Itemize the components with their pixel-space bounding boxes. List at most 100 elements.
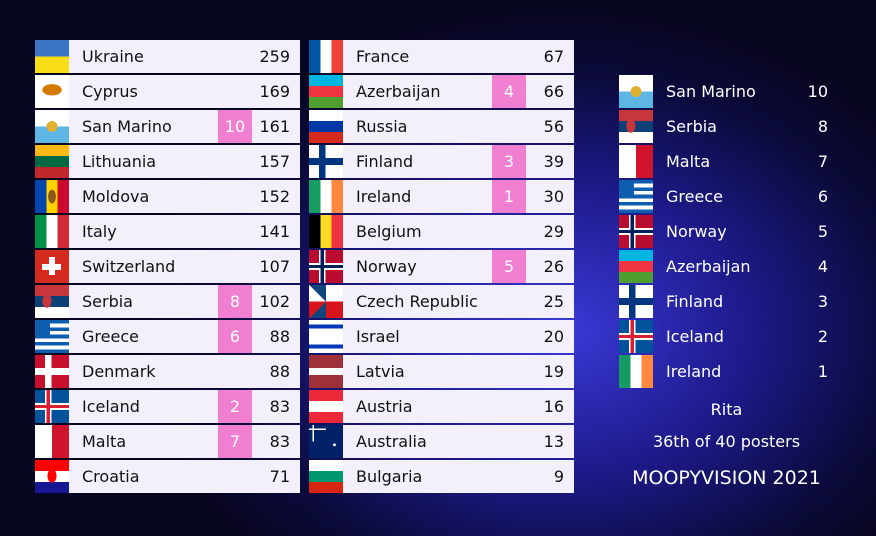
flag [619, 75, 653, 108]
total-score: 102 [259, 292, 290, 311]
country-name: Austria [356, 397, 413, 416]
score-row: Ukraine 259 [35, 40, 300, 73]
flag [35, 110, 69, 143]
score-row: Latvia 19 [309, 355, 574, 388]
score-row: Czech Republic 25 [309, 285, 574, 318]
country-name: Israel [356, 327, 400, 346]
flag [35, 250, 69, 283]
country-name: San Marino [82, 117, 172, 136]
country-name: Finland [666, 292, 724, 311]
flag [309, 320, 343, 353]
country-name: Belgium [356, 222, 422, 241]
score-row: Australia 13 [309, 425, 574, 458]
vote-points: 7 [817, 152, 828, 171]
score-row: Cyprus 169 [35, 75, 300, 108]
flag [35, 355, 69, 388]
total-score: 25 [543, 292, 564, 311]
score-row: Italy 141 [35, 215, 300, 248]
flag [309, 40, 343, 73]
score-row: San Marino 10 161 [35, 110, 300, 143]
total-score: 56 [543, 117, 564, 136]
total-score: 141 [259, 222, 290, 241]
total-score: 161 [259, 117, 290, 136]
country-name: Malta [82, 432, 127, 451]
score-row: Austria 16 [309, 390, 574, 423]
score-row: Norway 5 26 [309, 250, 574, 283]
score-row: Israel 20 [309, 320, 574, 353]
score-row: Russia 56 [309, 110, 574, 143]
vote-points: 1 [817, 362, 828, 381]
flag [309, 355, 343, 388]
vote-points: 5 [817, 222, 828, 241]
total-score: 26 [543, 257, 564, 276]
vote-row: Serbia 8 [619, 110, 834, 143]
country-name: Greece [666, 187, 723, 206]
country-name: Greece [82, 327, 139, 346]
vote-points: 3 [817, 292, 828, 311]
points-received: 7 [218, 425, 252, 458]
total-score: 13 [543, 432, 564, 451]
score-row: Malta 7 83 [35, 425, 300, 458]
total-score: 30 [543, 187, 564, 206]
country-name: Norway [356, 257, 417, 276]
country-name: Finland [356, 152, 414, 171]
flag [309, 285, 343, 318]
flag [309, 180, 343, 213]
vote-row: Norway 5 [619, 215, 834, 248]
score-row: Moldova 152 [35, 180, 300, 213]
country-name: Ireland [666, 362, 722, 381]
country-name: Czech Republic [356, 292, 478, 311]
flag [35, 215, 69, 248]
flag [309, 425, 343, 458]
flag [619, 285, 653, 318]
flag [619, 110, 653, 143]
total-score: 157 [259, 152, 290, 171]
total-score: 67 [543, 47, 564, 66]
country-name: Malta [666, 152, 711, 171]
flag [309, 110, 343, 143]
score-row: Croatia 71 [35, 460, 300, 493]
score-row: Lithuania 157 [35, 145, 300, 178]
score-row: Bulgaria 9 [309, 460, 574, 493]
country-name: Serbia [666, 117, 717, 136]
vote-row: Finland 3 [619, 285, 834, 318]
score-row: Ireland 1 30 [309, 180, 574, 213]
vote-points: 8 [817, 117, 828, 136]
rank-text: 36th of 40 posters [652, 432, 801, 451]
country-name: Latvia [356, 362, 405, 381]
score-row: Belgium 29 [309, 215, 574, 248]
voter-name: Rita [710, 400, 743, 419]
flag [309, 145, 343, 178]
flag [309, 460, 343, 493]
points-received: 5 [492, 250, 526, 283]
score-row: Serbia 8 102 [35, 285, 300, 318]
country-name: Lithuania [82, 152, 157, 171]
country-name: Iceland [666, 327, 724, 346]
country-name: Italy [82, 222, 117, 241]
score-row: Finland 3 39 [309, 145, 574, 178]
score-row: France 67 [309, 40, 574, 73]
total-score: 107 [259, 257, 290, 276]
vote-points: 10 [807, 82, 828, 101]
total-score: 9 [553, 467, 564, 486]
vote-row: Ireland 1 [619, 355, 834, 388]
points-received: 2 [218, 390, 252, 423]
score-row: Iceland 2 83 [35, 390, 300, 423]
country-name: Russia [356, 117, 408, 136]
total-score: 88 [269, 327, 290, 346]
flag [35, 145, 69, 178]
points-received: 1 [492, 180, 526, 213]
country-name: Ireland [356, 187, 412, 206]
country-name: Denmark [82, 362, 156, 381]
total-score: 16 [543, 397, 564, 416]
points-received: 3 [492, 145, 526, 178]
flag [619, 250, 653, 283]
flag [309, 215, 343, 248]
vote-points: 4 [817, 257, 828, 276]
total-score: 259 [259, 47, 290, 66]
score-row: Greece 6 88 [35, 320, 300, 353]
vote-points: 2 [817, 327, 828, 346]
total-score: 66 [543, 82, 564, 101]
flag [619, 320, 653, 353]
